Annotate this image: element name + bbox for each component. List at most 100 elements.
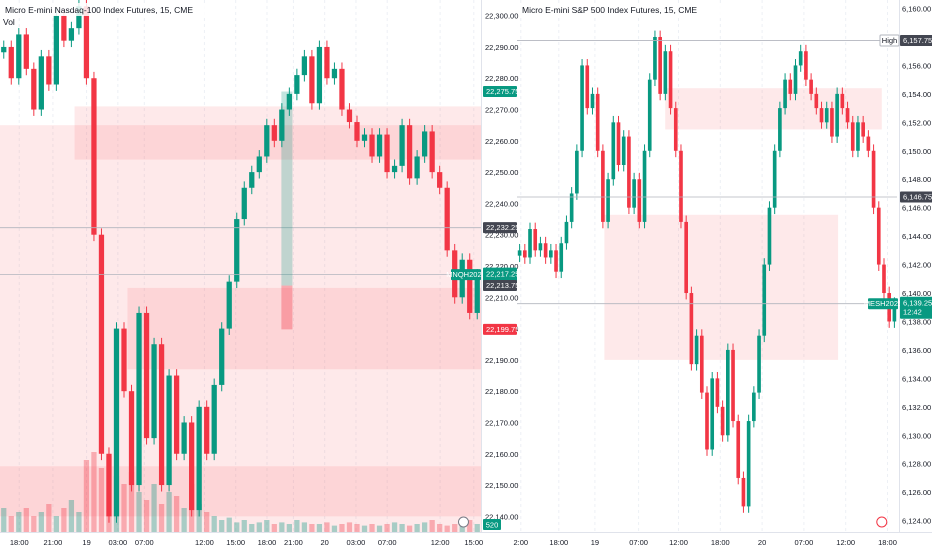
pane2-y-tick-label-16: 6,128.00 [902, 460, 931, 469]
pane1-volume-bar-38 [286, 524, 292, 532]
pane2-price-tag-label-1: 6,146.75 [903, 193, 932, 202]
pane1-zone-2 [127, 287, 481, 370]
pane2-candle-body-46 [757, 335, 761, 393]
pane1-volume-bar-4 [31, 516, 37, 532]
pane2-candle-body-14 [590, 93, 595, 109]
pane1-candle-body-62 [467, 259, 473, 313]
pane2-candle-body-42 [736, 421, 741, 478]
pane1-candle-body-13 [98, 234, 105, 454]
pane2-candle-body-30 [673, 108, 678, 151]
pane2-x-tick-label-1: 18:00 [549, 538, 568, 547]
pane1-volume-bar-12 [91, 452, 97, 532]
pane2-candle-body-24 [642, 150, 647, 222]
pane2-y-tick-label-5: 6,150.00 [902, 147, 931, 156]
pane1-candle-body-53 [399, 125, 405, 166]
pane1-volume-bar-62 [467, 520, 473, 532]
pane1-volume-bar-28 [211, 516, 217, 532]
pane2-candle-body-47 [762, 264, 767, 336]
pane2-y-tick-label-6: 6,148.00 [902, 175, 931, 184]
pane2-candle-body-63 [845, 108, 850, 123]
pane2-y-tick-label-3: 6,154.00 [902, 90, 931, 99]
pane2-candle-body-12 [580, 65, 584, 151]
pane2-candle-body-53 [793, 65, 798, 94]
pane1-candle-body-43 [324, 46, 330, 79]
pane2-candle-body-28 [663, 51, 668, 94]
pane1-candle-body-58 [437, 172, 443, 188]
pane1-x-tick-label-12: 12:00 [431, 538, 450, 547]
pane2-price-tag-1 [900, 191, 932, 203]
pane1-volume-bar-11 [83, 460, 90, 532]
pane1-volume-bar-52 [391, 522, 398, 532]
pane1-x-tick-label-4: 07:00 [135, 538, 154, 547]
pane1-candle-body-29 [219, 328, 225, 385]
pane2-y-tick-label-11: 6,138.00 [902, 317, 931, 326]
pane1-volume-bar-44 [331, 525, 338, 532]
pane1-y-tick-label-5: 22,250.00 [485, 168, 518, 177]
pane1-candle-body-56 [422, 131, 428, 157]
pane1-candle-body-7 [53, 15, 59, 85]
pane2-candle-body-3 [533, 229, 538, 251]
pane1-candle-body-25 [189, 422, 195, 511]
pane2-candle-body-32 [684, 221, 688, 294]
pane1-volume-bar-46 [346, 522, 353, 532]
pane2-chart-title: Micro E-mini S&P 500 Index Futures, 15, … [522, 5, 697, 15]
pane2-y-tick-label-2: 6,156.00 [902, 61, 931, 70]
pane2-candle-body-72 [892, 303, 897, 322]
pane1-candle-body-34 [256, 156, 262, 173]
pane1-candle-body-27 [204, 406, 210, 454]
pane2-y-tick-label-15: 6,130.00 [902, 431, 931, 440]
pane2-y-tick-label-0: 6,160.00 [902, 5, 931, 14]
pane2-prefix-bg-0 [879, 34, 900, 47]
pane1-volume-tag [483, 519, 501, 530]
pane1-candle-body-50 [376, 134, 383, 157]
pane2-candle-body-18 [611, 122, 616, 180]
pane2-x-tick-label-3: 07:00 [629, 538, 648, 547]
pane1-x-tick-label-5: 12:00 [195, 538, 214, 547]
pane1-volume-bar-24 [181, 508, 187, 532]
pane2-candle-body-7 [554, 250, 558, 272]
pane1-title-bg [3, 3, 221, 16]
pane2-y-tick-label-8: 6,144.00 [902, 232, 931, 241]
pane1-y-tick-label-12: 22,180.00 [485, 387, 518, 396]
pane1-symbol-tag-2 [451, 269, 481, 281]
pane2-x-tick-label-7: 07:00 [795, 538, 814, 547]
pane1-candle-body-51 [384, 134, 390, 173]
pane2-candle-body-22 [632, 179, 636, 208]
pane1-volume-bar-27 [204, 512, 210, 532]
pane1-candle-body-15 [113, 328, 120, 517]
pane1-volume-bar-43 [324, 522, 330, 532]
pane1-x-tick-label-2: 19 [82, 538, 90, 547]
pane2-candle-body-66 [861, 122, 865, 137]
pane2-candle-body-40 [726, 349, 730, 436]
pane1-chart-title: Micro E-mini Nasdaq-100 Index Futures, 1… [5, 5, 193, 15]
pane2-candle-body-56 [809, 79, 813, 94]
pane2-candle-body-70 [882, 264, 886, 294]
pane2-candle-body-33 [689, 293, 694, 365]
pane1-candle-body-16 [121, 328, 127, 392]
pane1-volume-bar-59 [444, 525, 450, 532]
pane1-candle-body-46 [346, 109, 353, 123]
pane1-candle-body-12 [91, 78, 97, 235]
pane1-volume-bar-17 [128, 472, 135, 532]
pane1-y-tick-label-13: 22,170.00 [485, 418, 518, 427]
pane1-y-tick-label-3: 22,270.00 [485, 106, 518, 115]
pane2-candle-body-65 [856, 122, 860, 151]
pane2-candle-body-5 [543, 243, 548, 258]
pane2-candle-body-1 [522, 250, 527, 258]
pane2-price-tag-0 [900, 35, 932, 47]
pane2-candle-body-31 [679, 150, 683, 222]
pane1-volume-tag-label: 520 [486, 521, 499, 530]
pane1-volume-bar-9 [68, 500, 75, 532]
pane1-candle-body-36 [271, 125, 277, 141]
pane1-candle-body-21 [158, 344, 165, 486]
pane1-volume-bar-29 [219, 520, 225, 532]
pane2-candle-body-62 [840, 93, 845, 109]
pane1-candle-body-8 [61, 15, 67, 41]
pane2-candle-body-60 [830, 108, 834, 137]
pane1-position-stop-box [281, 285, 293, 330]
pane1-x-tick-label-13: 15:00 [464, 538, 483, 547]
pane1-candle-body-1 [8, 46, 14, 79]
pane2-y-tick-label-12: 6,136.00 [902, 346, 931, 355]
pane1-volume-bar-31 [234, 522, 240, 532]
pane2-candle-body-69 [876, 207, 881, 265]
